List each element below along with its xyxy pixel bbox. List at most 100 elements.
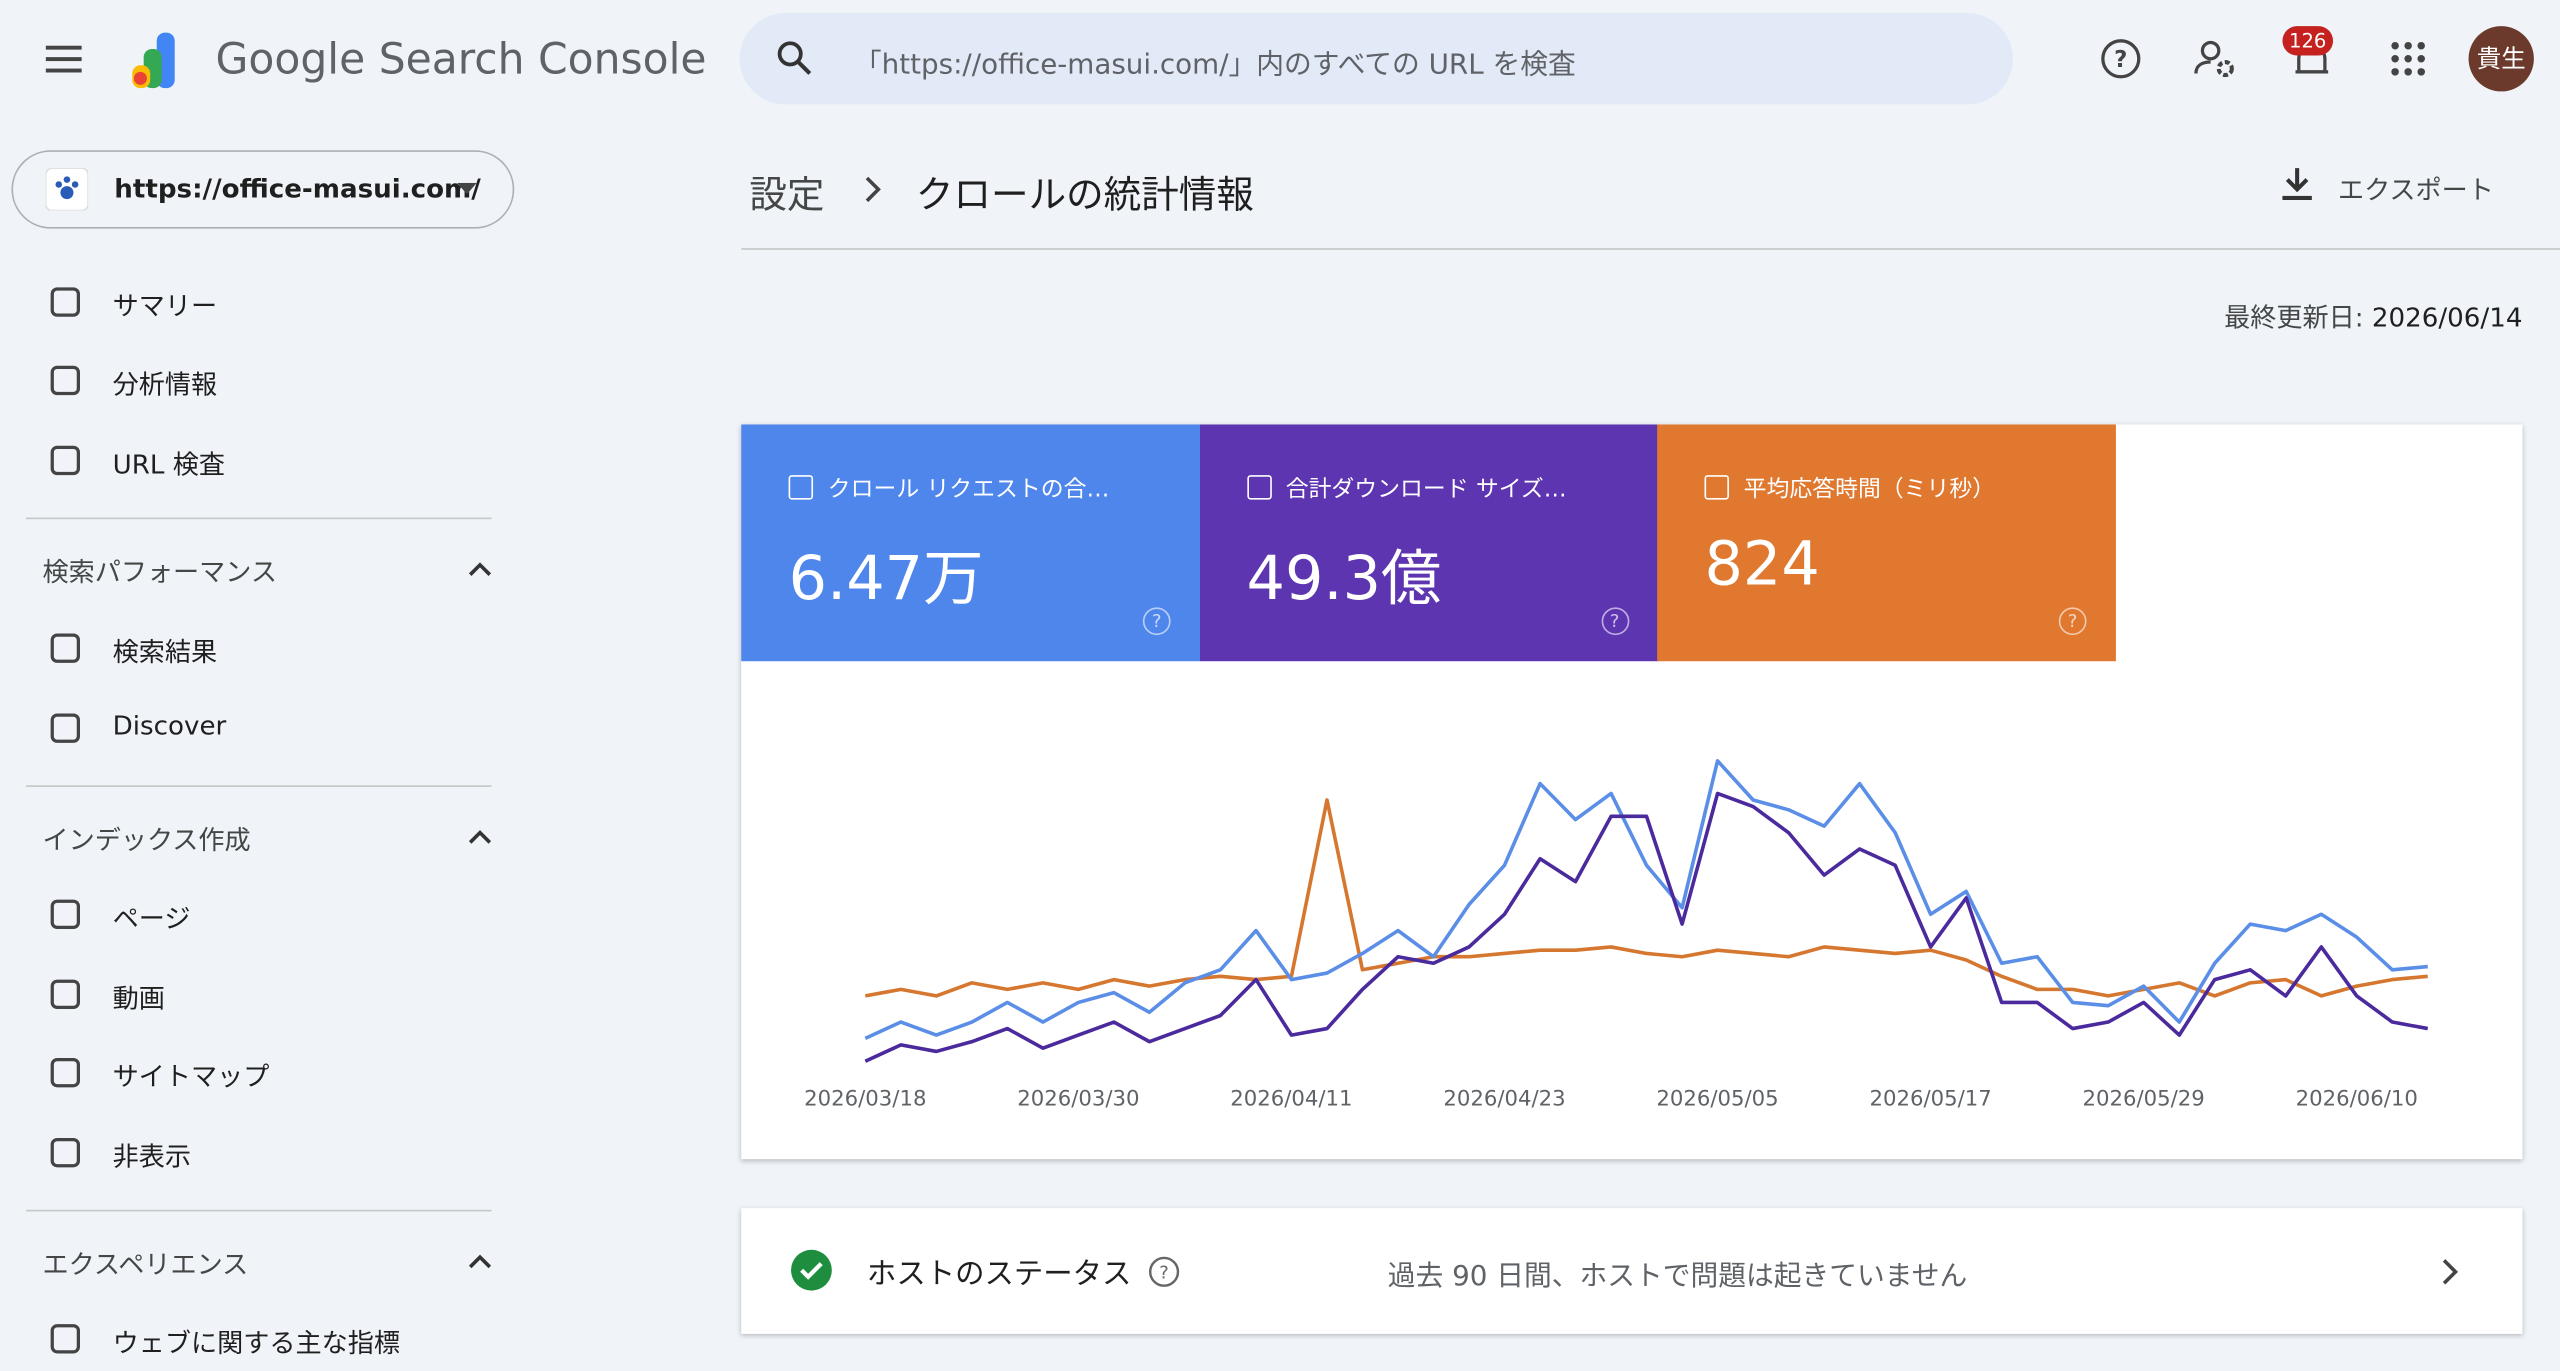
nav-icon <box>50 365 80 396</box>
nav-item[interactable]: サイトマップ <box>112 1061 270 1093</box>
nav-icon-shape <box>50 899 80 929</box>
host-status-help[interactable]: ? <box>1148 1256 1181 1289</box>
nav-icon-shape <box>50 713 80 743</box>
status-ok-icon <box>791 1249 832 1291</box>
nav-section-title[interactable]: インデックス作成 <box>42 824 251 856</box>
series-line <box>864 759 2428 1040</box>
x-tick-label: 2026/04/23 <box>1443 1086 1565 1111</box>
host-status-card[interactable]: ホストのステータス ? 過去 90 日間、ホストで問題は起きていません <box>741 1208 2523 1334</box>
nav-item[interactable]: 動画 <box>112 982 165 1014</box>
metric-tile[interactable]: クロール リクエストの合… 6.47万? <box>741 424 1200 662</box>
apps-button[interactable] <box>2390 41 2426 77</box>
nav-item[interactable]: 非表示 <box>112 1141 192 1173</box>
nav-icon-shape <box>50 365 80 396</box>
tile-value: 824 <box>1704 528 1820 600</box>
nav-icon <box>50 1137 80 1168</box>
host-status-title: ホストのステータス <box>866 1257 1132 1292</box>
nav-item[interactable]: URL 検査 <box>112 448 226 480</box>
nav-item[interactable]: 分析情報 <box>112 368 218 400</box>
nav-icon-shape <box>50 1324 80 1354</box>
nav-icon <box>50 1057 80 1088</box>
nav-item[interactable]: ページ <box>112 902 191 934</box>
tile-checkbox <box>1704 475 1729 500</box>
nav-icon <box>50 445 80 476</box>
tile-label: 平均応答時間（ミリ秒） <box>1743 476 1996 503</box>
property-favicon <box>45 168 89 211</box>
tile-checkbox <box>1246 475 1272 500</box>
export-label: エクスポート <box>2337 174 2494 206</box>
logo-icon <box>132 32 175 89</box>
search-box[interactable]: 「https://office-masui.com/」内のすべての URL を検… <box>739 13 2014 105</box>
avatar[interactable]: 貴生 <box>2468 26 2534 92</box>
breadcrumb-separator <box>865 176 881 203</box>
dropdown-arrow <box>457 182 477 195</box>
x-tick-label: 2026/05/05 <box>1656 1086 1778 1111</box>
help-button[interactable]: ? <box>2100 38 2142 80</box>
last-updated: 最終更新日: 2026/06/14 <box>2224 296 2522 335</box>
nav-section-title[interactable]: エクスペリエンス <box>42 1248 249 1280</box>
section-collapse[interactable] <box>468 562 492 578</box>
tile-label: 合計ダウンロード サイズ… <box>1285 476 1567 503</box>
series-line <box>864 798 2428 998</box>
settings-button[interactable] <box>2193 38 2239 80</box>
property-url: https://office-masui.com/ <box>114 173 481 205</box>
nav-divider <box>26 785 492 787</box>
chart: 2026/03/18 2026/03/30 2026/04/11 2026/04/23… <box>804 759 2429 1111</box>
tile-value: 6.47万 <box>788 543 984 614</box>
nav-item[interactable]: Discover <box>112 710 227 742</box>
x-tick-label: 2026/06/10 <box>2296 1086 2418 1111</box>
metric-tile[interactable]: 合計ダウンロード サイズ… 49.3億? <box>1199 424 1658 662</box>
x-tick-label: 2026/05/17 <box>1869 1086 1991 1111</box>
tile-help[interactable]: ? <box>2058 607 2087 636</box>
svg-text:?: ? <box>1159 1262 1169 1283</box>
nav-icon <box>50 713 80 743</box>
host-status-chevron <box>2442 1259 2459 1285</box>
menu-button[interactable] <box>45 42 85 75</box>
search-icon <box>777 41 812 75</box>
nav-icon-shape <box>50 287 80 317</box>
nav-icon-shape <box>50 979 80 1009</box>
header-divider <box>741 248 2560 250</box>
nav-icon-shape <box>50 1057 80 1088</box>
x-tick-label: 2026/03/30 <box>1017 1086 1139 1111</box>
breadcrumb-current: クロールの統計情報 <box>915 174 1254 218</box>
nav-icon-shape <box>50 445 80 476</box>
section-collapse[interactable] <box>468 829 492 845</box>
nav-icon-shape <box>50 633 80 663</box>
nav-item[interactable]: サマリー <box>112 290 218 322</box>
last-updated-date: 2026/06/14 <box>2371 302 2523 334</box>
tile-help[interactable]: ? <box>1142 607 1171 636</box>
tile-label: クロール リクエストの合… <box>827 476 1110 503</box>
nav-icon <box>50 287 80 317</box>
metric-tile[interactable]: 平均応答時間（ミリ秒） 824? <box>1657 424 2116 662</box>
series-line <box>864 791 2429 1063</box>
nav-icon <box>50 1324 80 1354</box>
x-tick-label: 2026/05/29 <box>2083 1086 2205 1111</box>
nav-item[interactable]: ウェブに関する主な指標 <box>112 1327 401 1359</box>
chevron <box>468 562 492 576</box>
x-tick-label: 2026/04/11 <box>1230 1086 1352 1111</box>
chevron <box>468 830 492 844</box>
section-collapse[interactable] <box>468 1254 492 1270</box>
product-name: Google Search Console <box>215 35 707 85</box>
nav-item[interactable]: 検索結果 <box>112 636 218 668</box>
breadcrumb-parent[interactable]: 設定 <box>749 174 825 218</box>
property-selector[interactable]: https://office-masui.com/ <box>11 150 515 229</box>
last-updated-label: 最終更新日: <box>2224 302 2364 334</box>
nav-icon <box>50 899 80 929</box>
export-icon <box>2282 168 2312 200</box>
x-tick-label: 2026/03/18 <box>804 1086 926 1111</box>
tile-help[interactable]: ? <box>1600 607 1629 636</box>
host-status-message: 過去 90 日間、ホストで問題は起きていません <box>1387 1260 1968 1294</box>
nav-section-title[interactable]: 検索パフォーマンス <box>42 556 278 588</box>
nav-divider <box>26 517 492 520</box>
tile-checkbox <box>788 475 814 500</box>
chevron <box>468 1254 492 1269</box>
nav-icon <box>50 633 80 663</box>
nav-icon-shape <box>50 1137 80 1168</box>
nav-icon <box>50 979 80 1009</box>
search-placeholder: 「https://office-masui.com/」内のすべての URL を検… <box>853 48 1576 82</box>
